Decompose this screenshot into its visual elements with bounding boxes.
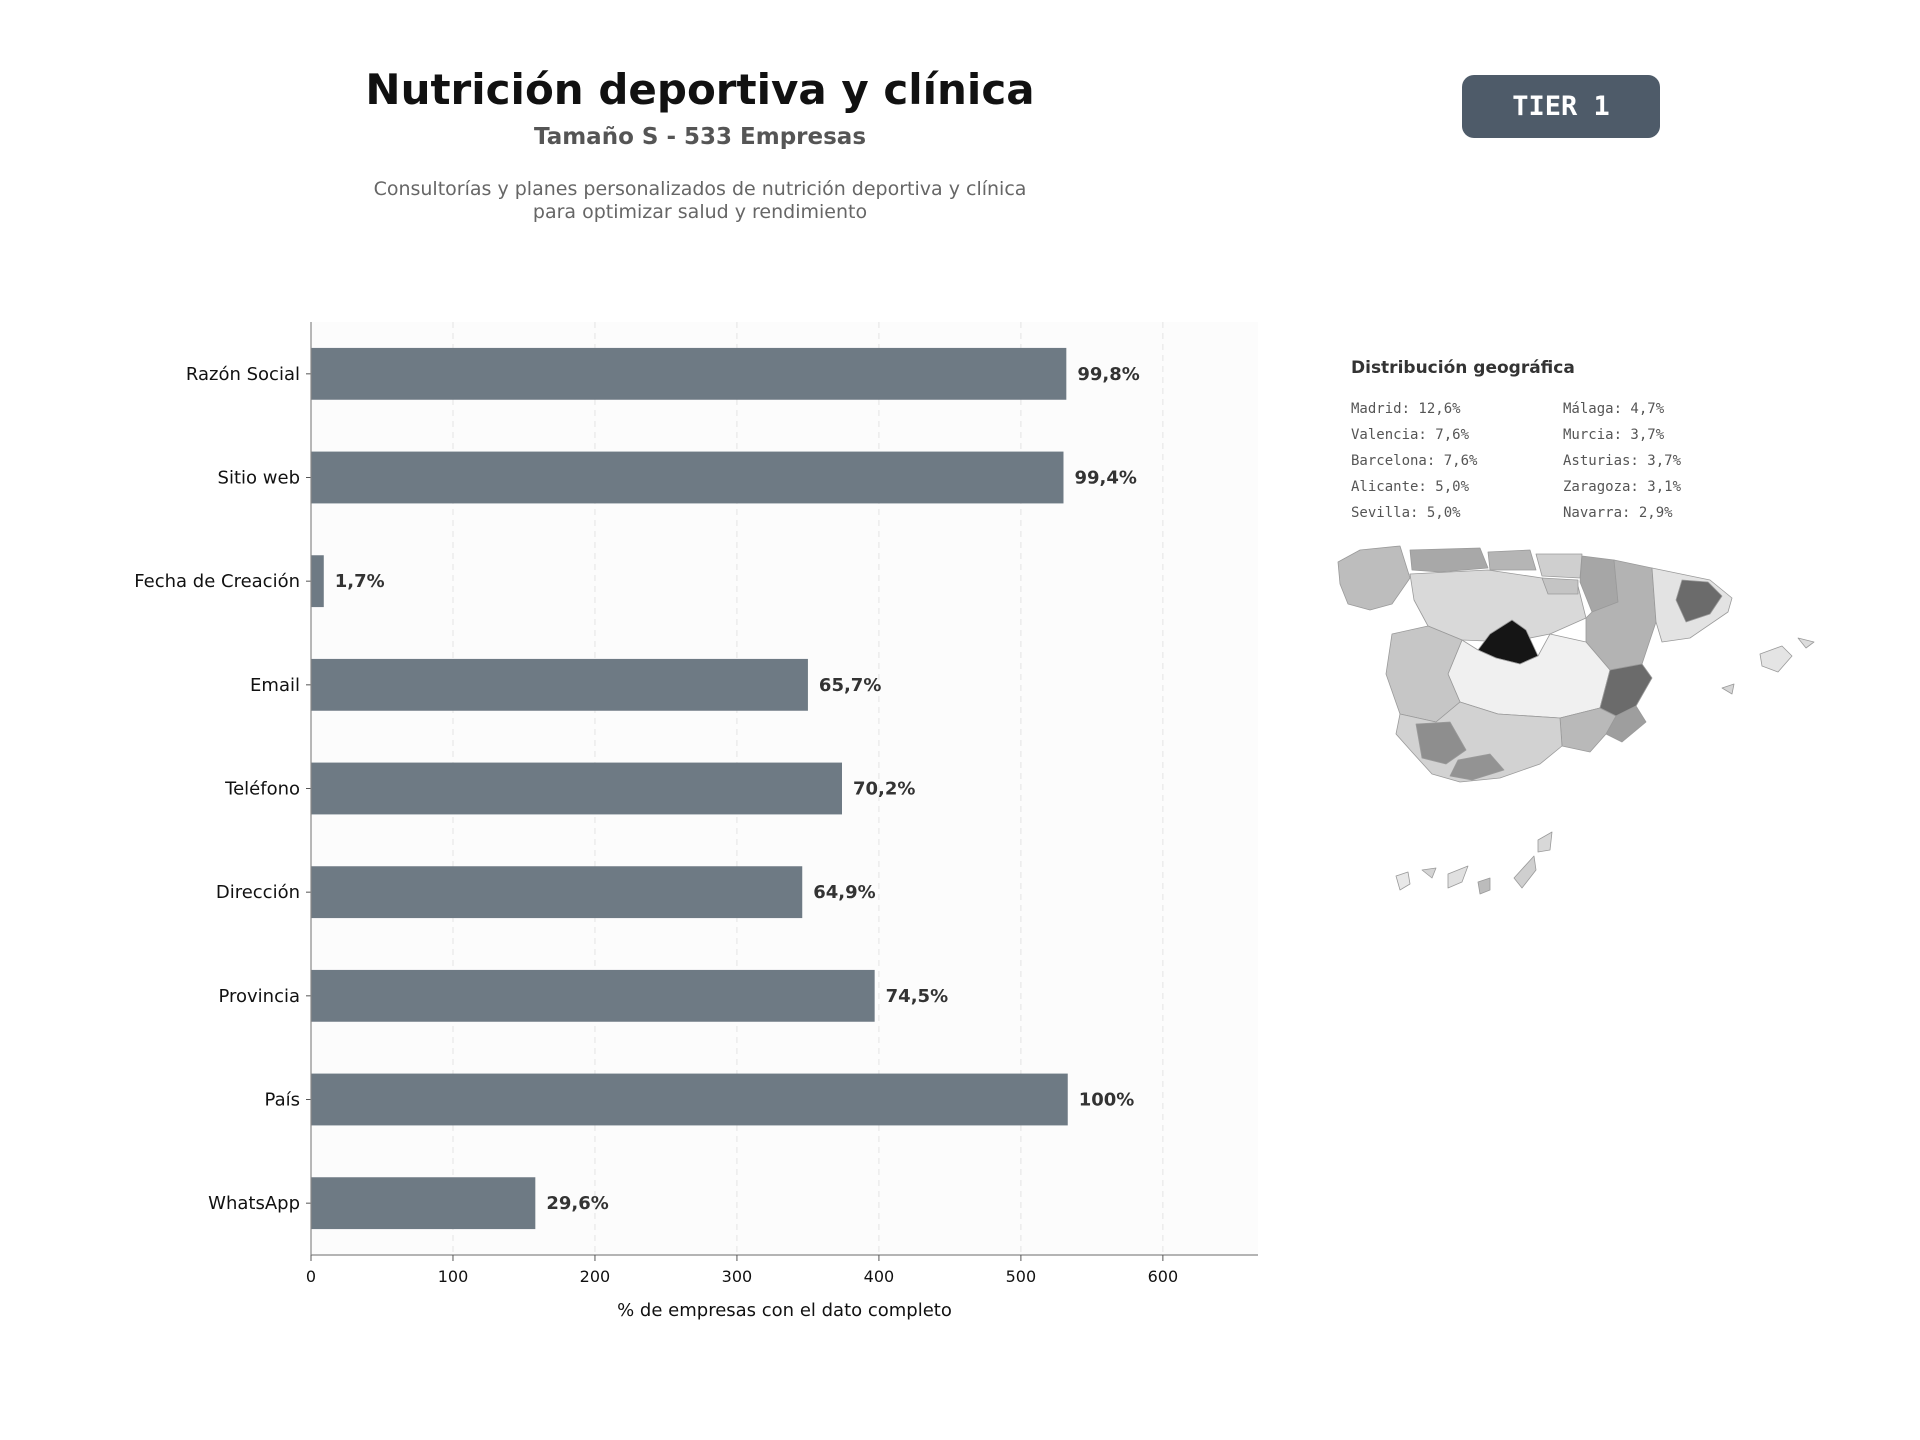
y-tick-label: WhatsApp bbox=[208, 1193, 300, 1214]
geo-item: Zaragoza: 3,1% bbox=[1563, 479, 1682, 495]
bar bbox=[311, 969, 875, 1022]
page-subtitle: Tamaño S - 533 Empresas bbox=[533, 124, 867, 150]
x-tick-label: 0 bbox=[306, 1267, 316, 1286]
data-label: 65,7% bbox=[819, 675, 881, 696]
map-region-canarias-5 bbox=[1513, 855, 1537, 889]
y-tick-label: Razón Social bbox=[186, 364, 300, 385]
geo-item: Asturias: 3,7% bbox=[1563, 453, 1682, 469]
map-region-navarra bbox=[1579, 555, 1619, 613]
bar-chart: 99,8% Razón Social 99,4% Sitio web 1,7% Fecha… bbox=[134, 322, 1258, 1321]
y-tick-label: Email bbox=[250, 675, 300, 696]
geo-title: Distribución geográfica bbox=[1351, 358, 1575, 378]
map-region-ibiza bbox=[1721, 683, 1735, 695]
map-region-canarias-1 bbox=[1395, 871, 1411, 891]
header: Nutrición deportiva y clínica Tamaño S -… bbox=[300, 60, 1100, 224]
bar bbox=[311, 1177, 536, 1230]
data-label: 74,5% bbox=[886, 986, 948, 1007]
geo-item: Sevilla: 5,0% bbox=[1351, 505, 1461, 521]
map-region-galicia bbox=[1337, 545, 1411, 611]
geo-item: Madrid: 12,6% bbox=[1351, 401, 1461, 417]
spain-map bbox=[1337, 545, 1815, 895]
map-region-barcelona bbox=[1675, 579, 1723, 623]
map-region-asturias bbox=[1409, 547, 1489, 573]
data-label: 64,9% bbox=[813, 882, 875, 903]
y-tick-label: Dirección bbox=[216, 882, 300, 903]
page-title: Nutrición deportiva y clínica bbox=[365, 65, 1035, 114]
data-label: 99,8% bbox=[1077, 364, 1139, 385]
bar bbox=[311, 762, 843, 815]
geo-item: Valencia: 7,6% bbox=[1351, 427, 1470, 443]
bar bbox=[311, 347, 1067, 400]
geo-item: Murcia: 3,7% bbox=[1563, 427, 1665, 443]
data-label: 70,2% bbox=[853, 779, 915, 800]
data-label: 1,7% bbox=[335, 571, 385, 592]
geo-item: Navarra: 2,9% bbox=[1563, 505, 1673, 521]
data-label: 29,6% bbox=[546, 1193, 608, 1214]
data-label: 100% bbox=[1079, 1090, 1135, 1111]
y-tick-label: Teléfono bbox=[224, 779, 300, 800]
description-line-2: para optimizar salud y rendimiento bbox=[532, 201, 868, 223]
x-tick-label: 600 bbox=[1148, 1267, 1179, 1286]
x-tick-label: 100 bbox=[438, 1267, 469, 1286]
bar bbox=[311, 555, 324, 608]
map-region-canarias-6 bbox=[1537, 831, 1553, 853]
map-region-cantabria bbox=[1487, 549, 1537, 571]
y-tick-label: Fecha de Creación bbox=[134, 571, 300, 592]
geo-item: Málaga: 4,7% bbox=[1563, 401, 1665, 417]
map-region-rioja bbox=[1541, 577, 1579, 595]
y-tick-label: Provincia bbox=[218, 986, 300, 1007]
map-region-sevilla bbox=[1415, 721, 1467, 765]
map-region-canarias-4 bbox=[1477, 877, 1491, 895]
bar bbox=[311, 1073, 1068, 1126]
x-tick-label: 200 bbox=[580, 1267, 611, 1286]
geo-item: Barcelona: 7,6% bbox=[1351, 453, 1478, 469]
geo-list: Madrid: 12,6% Valencia: 7,6% Barcelona: … bbox=[1351, 396, 1771, 526]
y-tick-label: Sitio web bbox=[218, 468, 300, 489]
map-region-menorca bbox=[1797, 637, 1815, 649]
map-region-malaga bbox=[1449, 753, 1505, 781]
geo-item: Alicante: 5,0% bbox=[1351, 479, 1470, 495]
map-region-canarias-3 bbox=[1447, 865, 1469, 889]
map-region-pais-vasco bbox=[1535, 553, 1583, 579]
tier-badge: TIER 1 bbox=[1462, 75, 1660, 138]
page-description: Consultorías y planes personalizados de … bbox=[300, 178, 1100, 224]
x-axis-label: % de empresas con el dato completo bbox=[617, 1300, 952, 1321]
x-tick-label: 300 bbox=[722, 1267, 753, 1286]
y-tick-label: País bbox=[265, 1090, 300, 1111]
bar bbox=[311, 451, 1064, 504]
x-tick-label: 500 bbox=[1006, 1267, 1037, 1286]
data-label: 99,4% bbox=[1074, 468, 1136, 489]
map-region-canarias-2 bbox=[1421, 867, 1437, 879]
bar bbox=[311, 866, 803, 919]
map-region-mallorca bbox=[1759, 645, 1793, 673]
description-line-1: Consultorías y planes personalizados de … bbox=[373, 178, 1027, 200]
bar bbox=[311, 658, 808, 711]
x-tick-label: 400 bbox=[864, 1267, 895, 1286]
